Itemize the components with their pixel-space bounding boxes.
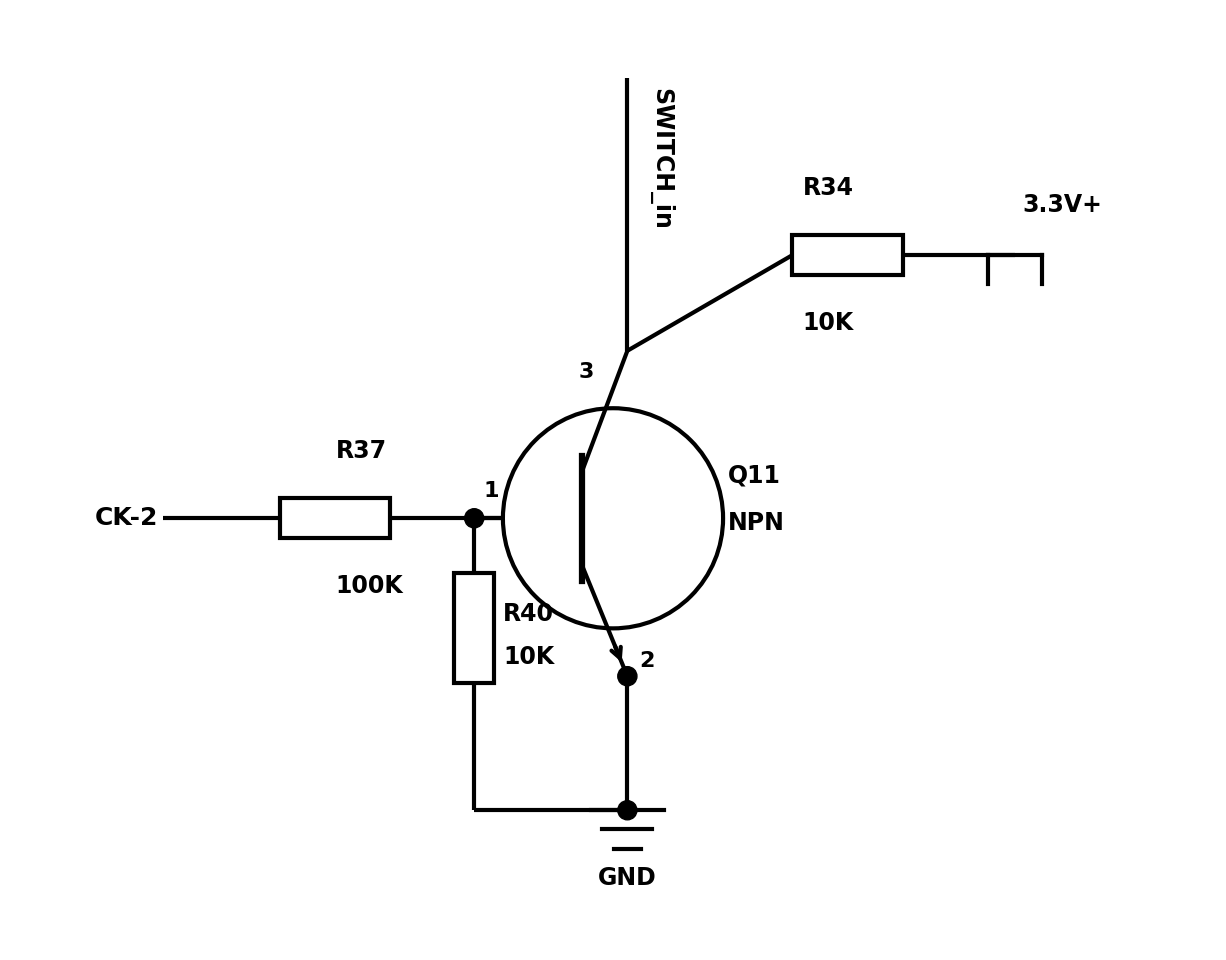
Text: 3: 3 xyxy=(579,362,593,382)
Text: GND: GND xyxy=(598,866,657,890)
Text: SWITCH_in: SWITCH_in xyxy=(649,87,673,229)
Circle shape xyxy=(465,509,484,528)
Text: R37: R37 xyxy=(336,439,386,463)
Text: CK-2: CK-2 xyxy=(94,506,158,530)
Text: Q11: Q11 xyxy=(728,464,781,488)
Text: 3.3V+: 3.3V+ xyxy=(1022,193,1102,217)
Text: 1: 1 xyxy=(484,481,499,501)
Text: 10K: 10K xyxy=(803,311,855,335)
Text: 100K: 100K xyxy=(336,574,403,598)
Bar xyxy=(792,235,902,276)
Text: NPN: NPN xyxy=(728,511,785,535)
Text: 2: 2 xyxy=(639,652,655,671)
Text: R34: R34 xyxy=(803,176,853,200)
Text: R40: R40 xyxy=(503,602,554,626)
Bar xyxy=(281,498,390,539)
Circle shape xyxy=(618,801,638,820)
Bar xyxy=(454,573,494,684)
Circle shape xyxy=(618,666,638,685)
Text: 10K: 10K xyxy=(503,645,554,669)
